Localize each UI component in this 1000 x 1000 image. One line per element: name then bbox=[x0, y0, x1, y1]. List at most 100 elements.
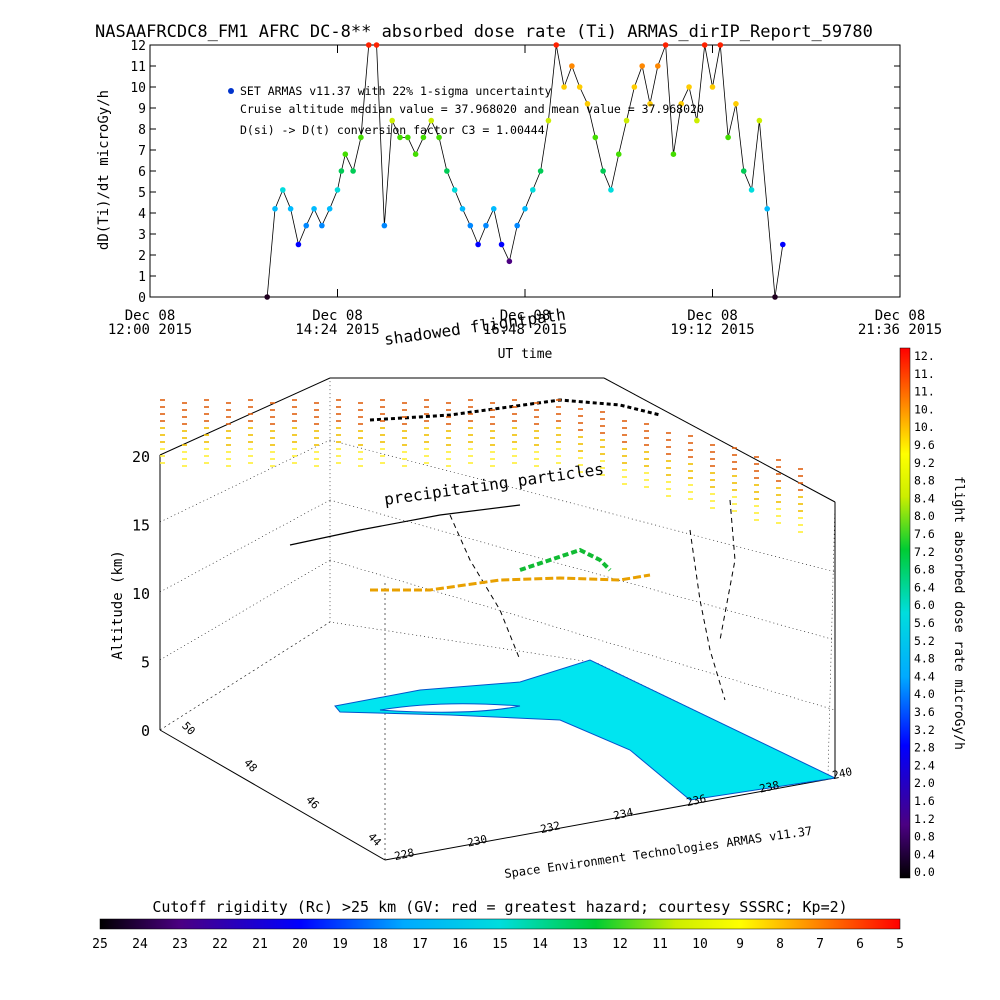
x-tick-label-time: 19:12 2015 bbox=[670, 322, 754, 338]
altitude-tick-label: 0 bbox=[141, 722, 150, 740]
dose-rate-point bbox=[373, 42, 380, 48]
altitude-trace-1 bbox=[449, 514, 521, 661]
dose-rate-point bbox=[444, 168, 450, 174]
altitude-axis-label: Altitude (km) bbox=[110, 550, 126, 660]
dose-rate-point bbox=[686, 84, 692, 90]
right-colorbar-tick-label: 10. bbox=[914, 402, 935, 416]
top-plot-frame bbox=[149, 44, 901, 298]
y-tick-label: 4 bbox=[138, 207, 146, 222]
longitude-tick-label: 230 bbox=[466, 833, 488, 850]
dose-rate-point bbox=[365, 42, 372, 48]
dose-rate-point bbox=[405, 134, 411, 141]
dose-rate-point bbox=[576, 84, 583, 90]
dose-rate-point bbox=[506, 258, 513, 265]
bottom-colorbar-tick-label: 17 bbox=[412, 937, 428, 952]
right-colorbar-tick-label: 2.0 bbox=[914, 776, 935, 790]
right-colorbar-tick-label: 8.4 bbox=[914, 491, 935, 505]
dose-rate-point bbox=[514, 222, 520, 229]
dose-rate-point bbox=[498, 241, 505, 248]
dose-rate-point bbox=[764, 206, 770, 212]
x-tick-label-time: 16:48 2015 bbox=[483, 322, 567, 338]
legend-note-conversion: D(si) -> D(t) conversion factor C3 = 1.0… bbox=[240, 123, 545, 137]
dose-rate-point bbox=[397, 134, 403, 141]
right-colorbar-tick-label: 5.2 bbox=[914, 634, 935, 648]
right-colorbar-tick-label: 11. bbox=[914, 385, 935, 399]
bottom-colorbar-tick-label: 8 bbox=[776, 937, 784, 952]
altitude-axis: 0 5 10 15 20 bbox=[132, 448, 150, 740]
dose-rate-point bbox=[530, 187, 536, 193]
x-tick-label-date: Dec 08 bbox=[500, 308, 551, 324]
dose-rate-point bbox=[389, 117, 395, 124]
dose-rate-point bbox=[662, 42, 669, 48]
dose-rate-point bbox=[748, 187, 755, 193]
y-tick-label: 6 bbox=[138, 165, 146, 180]
dose-rate-point bbox=[639, 63, 645, 69]
right-colorbar-tick-label: 0.4 bbox=[914, 847, 935, 861]
bottom-colorbar-tick-label: 24 bbox=[132, 937, 148, 952]
bottom-colorbar-tick-label: 21 bbox=[252, 937, 268, 952]
y-tick-label: 8 bbox=[138, 123, 146, 138]
longitude-tick-label: 234 bbox=[612, 806, 635, 823]
right-colorbar-tick-label: 8.0 bbox=[914, 509, 935, 523]
latitude-tick-label: 44 bbox=[365, 830, 384, 849]
right-colorbar-tick-label: 1.6 bbox=[914, 794, 935, 808]
precipitating-particles-markers bbox=[160, 399, 803, 533]
right-colorbar-label: flight absorbed dose rate microGy/h bbox=[951, 476, 966, 750]
right-colorbar-tick-label: 7.6 bbox=[914, 527, 935, 541]
legend-note-cruise-altitude: Cruise altitude median value = 37.968020… bbox=[240, 102, 704, 116]
altitude-trace-3 bbox=[719, 499, 736, 641]
altitude-trace-2 bbox=[689, 529, 726, 701]
bottom-colorbar-tick-label: 10 bbox=[692, 937, 708, 952]
bottom-colorbar-tick-label: 23 bbox=[172, 937, 188, 952]
coast-inlet bbox=[379, 703, 521, 713]
right-colorbar-tick-label: 6.0 bbox=[914, 598, 935, 612]
bottom-colorbar-tick-label: 12 bbox=[612, 937, 628, 952]
right-colorbar-ticks: 12. 11. 11. 10. 10. 9.6 9.2 8.8 8.4 8.0 7.6 7.2 6.8 6… bbox=[914, 349, 935, 879]
y-tick-label: 2 bbox=[138, 249, 146, 264]
dose-rate-point bbox=[420, 134, 427, 141]
y-tick-label: 0 bbox=[138, 291, 146, 306]
y-tick-label: 9 bbox=[138, 102, 146, 117]
dose-rate-point bbox=[467, 222, 474, 229]
right-colorbar-tick-label: 10. bbox=[914, 420, 935, 434]
right-colorbar-tick-label: 4.0 bbox=[914, 687, 935, 701]
dose-rate-point bbox=[569, 63, 575, 69]
dose-rate-point bbox=[412, 151, 419, 157]
bottom-colorbar-tick-label: 19 bbox=[332, 937, 348, 952]
dose-rate-point bbox=[717, 42, 724, 48]
dose-rate-point bbox=[483, 222, 489, 229]
dose-rate-point bbox=[537, 168, 544, 174]
dose-rate-point bbox=[334, 187, 341, 193]
latitude-tick-label: 48 bbox=[241, 756, 260, 775]
latitude-tick-label: 46 bbox=[303, 793, 322, 812]
bottom-colorbar-tick-label: 22 bbox=[212, 937, 228, 952]
y-tick-label: 10 bbox=[130, 81, 146, 96]
longitude-tick-label: 232 bbox=[539, 819, 561, 836]
right-colorbar-tick-label: 3.2 bbox=[914, 723, 935, 737]
bottom-colorbar-tick-label: 18 bbox=[372, 937, 388, 952]
dose-rate-point bbox=[428, 117, 435, 124]
right-colorbar-tick-label: 11. bbox=[914, 367, 935, 381]
y-tick-label: 3 bbox=[138, 228, 146, 243]
dose-rate-point bbox=[475, 241, 481, 248]
longitude-axis: 228 230 232 234 236 238 240 bbox=[393, 765, 853, 863]
x-tick-label-time: 14:24 2015 bbox=[295, 322, 379, 338]
dose-rate-point bbox=[381, 222, 388, 229]
dose-rate-point bbox=[303, 222, 310, 229]
right-colorbar-tick-label: 6.4 bbox=[914, 580, 935, 594]
dose-rate-point bbox=[436, 134, 442, 141]
longitude-tick-label: 240 bbox=[831, 765, 853, 782]
legend-series-label: SET ARMAS v11.37 with 22% 1-sigma uncert… bbox=[240, 84, 552, 98]
bottom-colorbar-tick-label: 11 bbox=[652, 937, 668, 952]
right-colorbar-tick-label: 2.8 bbox=[914, 741, 935, 755]
x-tick-label-time: 21:36 2015 bbox=[858, 322, 942, 338]
x-tick-label-date: Dec 08 bbox=[687, 308, 738, 324]
dose-rate-point bbox=[623, 117, 630, 124]
right-colorbar-tick-label: 5.6 bbox=[914, 616, 935, 630]
shadowed-flightpath-top bbox=[369, 398, 661, 422]
right-colorbar-tick-label: 4.8 bbox=[914, 652, 935, 666]
dose-rate-point bbox=[709, 84, 716, 90]
top-x-axis-label: UT time bbox=[498, 347, 553, 362]
dose-rate-point bbox=[358, 134, 364, 141]
dose-rate-point bbox=[319, 222, 325, 229]
